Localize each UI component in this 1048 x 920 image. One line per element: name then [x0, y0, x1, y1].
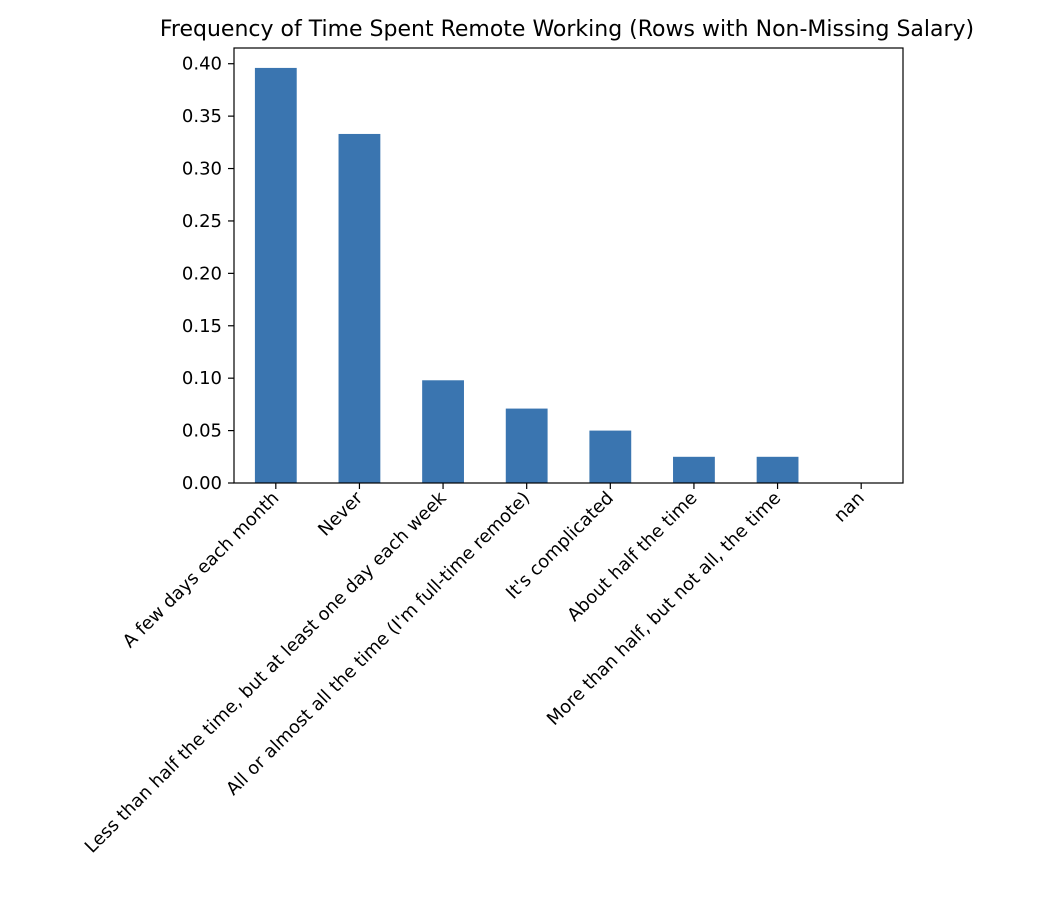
bar [422, 380, 464, 483]
x-tick-label: Never [314, 487, 367, 540]
bar [254, 67, 297, 484]
bar [505, 408, 548, 483]
y-tick-label: 0.05 [182, 421, 222, 442]
x-tick-label: Less than half the time, but at least on… [81, 487, 451, 857]
y-tick-label: 0.30 [182, 159, 222, 180]
x-tick-label: nan [830, 488, 869, 527]
y-tick-label: 0.35 [182, 106, 222, 127]
y-tick-label: 0.40 [182, 54, 222, 75]
y-tick-label: 0.25 [182, 211, 222, 232]
y-tick-label: 0.20 [182, 263, 222, 284]
y-tick-label: 0.15 [182, 316, 222, 337]
bar [338, 133, 381, 483]
chart-title: Frequency of Time Spent Remote Working (… [160, 17, 974, 42]
x-tick-label: A few days each month [119, 488, 284, 653]
y-tick-label: 0.00 [182, 473, 222, 494]
y-tick-label: 0.10 [182, 368, 222, 389]
axes-frame [233, 47, 904, 484]
plot-area: 0.00 0.05 0.10 0.15 0.20 0.25 0.30 0.35 0.40 A fe… [81, 47, 904, 857]
bar [589, 430, 632, 483]
bar [673, 456, 715, 483]
bar [756, 456, 799, 483]
x-tick-label: All or almost all the time (I'm full-tim… [222, 488, 534, 800]
